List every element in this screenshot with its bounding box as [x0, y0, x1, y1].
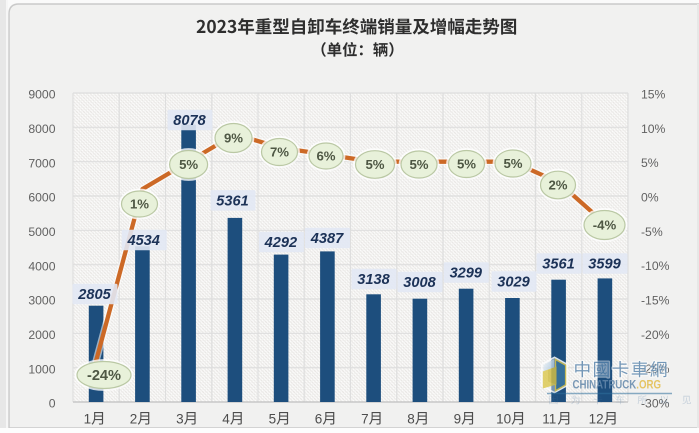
svg-text:-4%: -4%: [593, 218, 617, 233]
svg-text:8000: 8000: [28, 122, 55, 136]
svg-text:0: 0: [49, 397, 56, 411]
svg-text:10: 10: [496, 412, 511, 427]
svg-text:3: 3: [176, 412, 184, 427]
svg-text:5%: 5%: [409, 157, 428, 172]
svg-text:1: 1: [84, 412, 92, 427]
svg-text:15%: 15%: [641, 88, 666, 102]
svg-text:1000: 1000: [28, 362, 55, 376]
svg-text:2805: 2805: [77, 287, 111, 303]
svg-text:2: 2: [130, 412, 138, 427]
svg-text:5%: 5%: [503, 156, 522, 171]
svg-text:5%: 5%: [641, 156, 659, 170]
svg-text:-10%: -10%: [641, 259, 670, 273]
svg-text:1%: 1%: [130, 197, 149, 212]
svg-text:11: 11: [542, 412, 556, 427]
svg-text:9%: 9%: [224, 131, 243, 146]
svg-text:4000: 4000: [28, 259, 55, 273]
svg-text:-15%: -15%: [641, 294, 670, 308]
svg-text:2%: 2%: [548, 178, 567, 193]
svg-text:-30%: -30%: [641, 397, 670, 411]
svg-text:5361: 5361: [216, 193, 248, 209]
svg-text:9000: 9000: [28, 88, 55, 102]
svg-text:4534: 4534: [126, 233, 159, 249]
svg-text:3299: 3299: [450, 266, 483, 282]
svg-text:5000: 5000: [28, 225, 55, 239]
svg-text:CHINATRUCK.ORG: CHINATRUCK.ORG: [573, 378, 662, 392]
svg-text:5: 5: [269, 412, 277, 427]
svg-text:-24%: -24%: [87, 368, 121, 384]
svg-text:7%: 7%: [270, 145, 289, 160]
svg-text:3138: 3138: [357, 272, 390, 288]
svg-text:0%: 0%: [641, 191, 659, 205]
svg-text:6000: 6000: [28, 191, 55, 205]
svg-text:4387: 4387: [310, 231, 344, 247]
svg-text:-20%: -20%: [641, 328, 670, 342]
svg-text:3029: 3029: [497, 275, 530, 291]
svg-text:2000: 2000: [28, 328, 55, 342]
svg-text:10%: 10%: [641, 122, 666, 136]
svg-text:3000: 3000: [28, 294, 55, 308]
svg-text:4292: 4292: [264, 235, 297, 251]
svg-text:8: 8: [407, 412, 415, 427]
svg-text:6%: 6%: [316, 149, 335, 164]
svg-text:9: 9: [454, 412, 462, 427]
svg-text:3561: 3561: [542, 257, 574, 273]
svg-text:5%: 5%: [457, 157, 476, 172]
svg-text:3599: 3599: [588, 257, 621, 273]
svg-text:7: 7: [361, 412, 369, 427]
svg-text:5%: 5%: [179, 157, 198, 172]
svg-text:12: 12: [589, 412, 604, 427]
svg-text:5%: 5%: [365, 157, 384, 172]
svg-text:3008: 3008: [403, 275, 436, 291]
svg-text:4: 4: [222, 412, 230, 427]
svg-text:6: 6: [315, 412, 323, 427]
svg-text:-5%: -5%: [641, 225, 663, 239]
svg-text:7000: 7000: [28, 156, 55, 170]
svg-text:8078: 8078: [173, 113, 206, 129]
